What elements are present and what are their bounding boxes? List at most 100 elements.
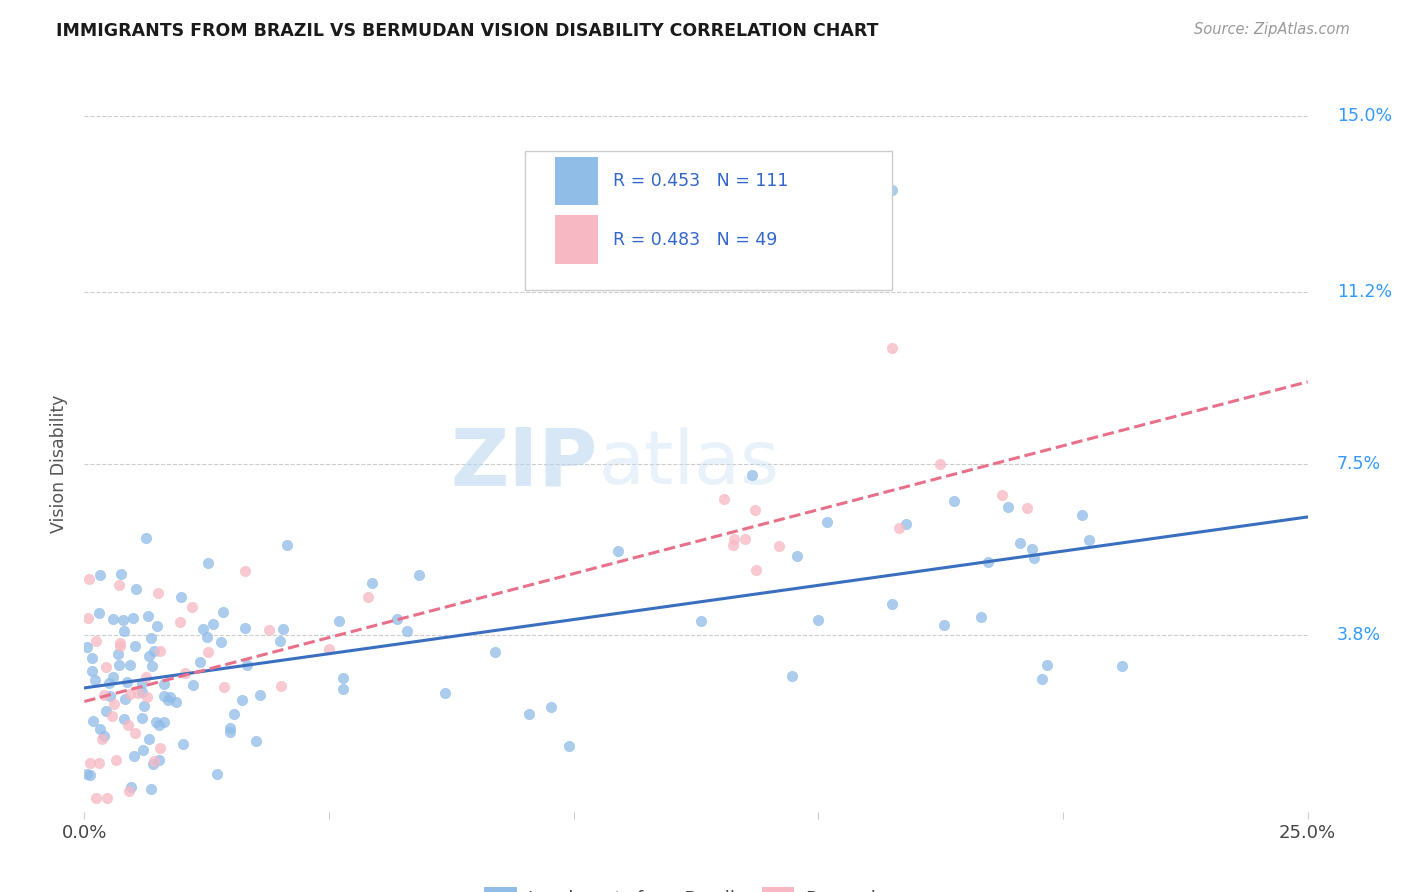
Point — [517, 706, 540, 721]
FancyBboxPatch shape — [524, 151, 891, 290]
Point — [138, 609, 160, 624]
Point — [780, 668, 803, 682]
Point — [136, 690, 159, 704]
Point — [977, 555, 1000, 569]
Point — [111, 613, 134, 627]
Point — [131, 711, 153, 725]
Point — [103, 697, 125, 711]
Point — [76, 767, 98, 781]
Point — [932, 617, 955, 632]
Point — [723, 533, 745, 547]
Point — [236, 658, 259, 673]
Point — [89, 722, 111, 736]
Point — [744, 503, 766, 517]
Point — [124, 639, 146, 653]
Point — [1070, 508, 1092, 522]
Point — [929, 457, 952, 471]
Point — [89, 606, 111, 620]
Text: ZIP: ZIP — [451, 425, 598, 503]
Point — [270, 680, 292, 694]
Point — [115, 675, 138, 690]
Point — [79, 768, 101, 782]
Point — [212, 680, 235, 694]
Point — [125, 582, 148, 597]
Point — [1036, 657, 1059, 672]
Point — [122, 610, 145, 624]
Point — [245, 733, 267, 747]
Point — [96, 790, 118, 805]
Point — [233, 621, 256, 635]
Point — [108, 657, 131, 672]
Point — [138, 731, 160, 746]
Point — [1031, 672, 1053, 686]
Text: 3.8%: 3.8% — [1337, 626, 1381, 644]
Point — [193, 622, 215, 636]
Point — [149, 740, 172, 755]
Point — [84, 790, 107, 805]
Point — [80, 665, 103, 679]
Point — [84, 633, 107, 648]
Text: IMMIGRANTS FROM BRAZIL VS BERMUDAN VISION DISABILITY CORRELATION CHART: IMMIGRANTS FROM BRAZIL VS BERMUDAN VISIO… — [56, 22, 879, 40]
Point — [484, 645, 506, 659]
Point — [82, 651, 104, 665]
Point — [103, 612, 125, 626]
Point — [153, 689, 176, 703]
Point — [89, 756, 111, 771]
Point — [122, 749, 145, 764]
Point — [141, 658, 163, 673]
Bar — [555, 157, 598, 205]
Point — [89, 567, 111, 582]
Point — [93, 729, 115, 743]
Text: Source: ZipAtlas.com: Source: ZipAtlas.com — [1194, 22, 1350, 37]
Point — [741, 468, 763, 483]
Point — [195, 631, 218, 645]
Point — [104, 753, 127, 767]
Point — [153, 676, 176, 690]
Point — [143, 755, 166, 769]
Point — [197, 645, 219, 659]
Point — [723, 538, 745, 552]
Point — [135, 531, 157, 545]
Point — [146, 619, 169, 633]
Point — [209, 635, 232, 649]
Point — [172, 737, 194, 751]
Point — [181, 678, 204, 692]
Point — [83, 673, 105, 687]
Point — [139, 781, 162, 796]
Point — [77, 572, 100, 586]
Point — [108, 578, 131, 592]
Point — [120, 780, 142, 794]
Point — [112, 712, 135, 726]
Point — [143, 644, 166, 658]
Point — [218, 724, 240, 739]
Point — [118, 657, 141, 672]
Point — [91, 731, 114, 746]
Point — [896, 516, 918, 531]
Point — [169, 615, 191, 629]
Point — [607, 543, 630, 558]
Point — [880, 597, 903, 611]
Point — [135, 670, 157, 684]
Point — [222, 707, 245, 722]
Point — [174, 665, 197, 680]
Point — [170, 591, 193, 605]
Point — [165, 695, 187, 709]
Point — [880, 183, 903, 197]
Point — [101, 709, 124, 723]
Point — [149, 644, 172, 658]
Point — [257, 623, 280, 637]
Point — [943, 494, 966, 508]
Point — [108, 639, 131, 653]
Point — [138, 648, 160, 663]
Point — [131, 684, 153, 698]
Text: atlas: atlas — [598, 427, 779, 500]
Point — [148, 717, 170, 731]
Point — [117, 717, 139, 731]
Point — [110, 566, 132, 581]
Point — [118, 687, 141, 701]
Point — [98, 676, 121, 690]
Point — [1015, 500, 1038, 515]
Point — [207, 766, 229, 780]
Point — [98, 689, 121, 703]
Point — [357, 591, 380, 605]
